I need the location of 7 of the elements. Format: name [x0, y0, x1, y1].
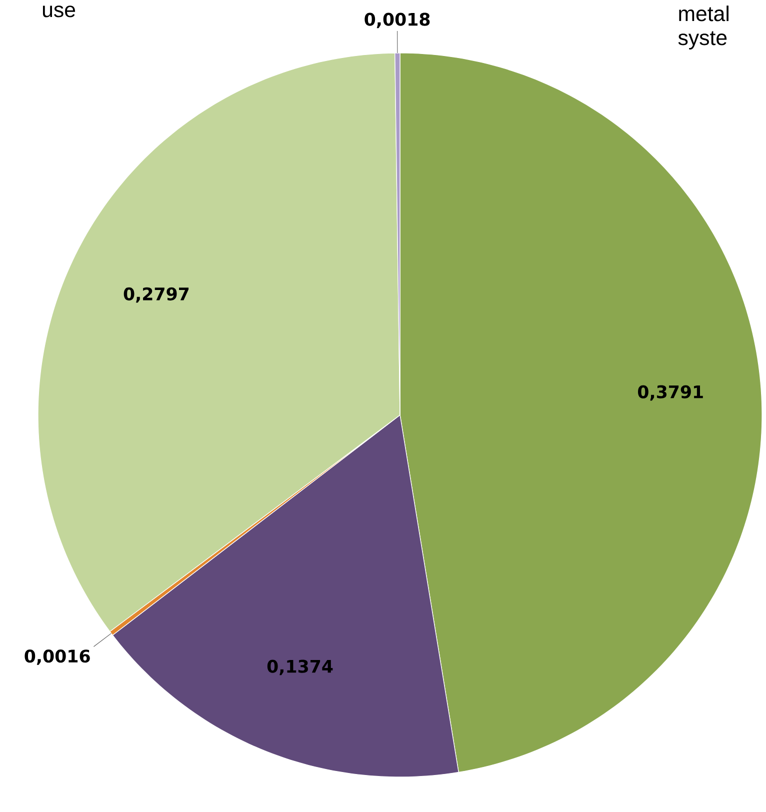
data-label: 0,1374: [267, 660, 333, 676]
data-label: 0,2797: [124, 287, 189, 303]
data-label: 0,3791: [638, 385, 703, 401]
text: metal syste: [678, 6, 728, 50]
data-label: 0,0016: [24, 650, 90, 665]
data-label: 0,0018: [364, 12, 430, 28]
text: use: [42, 6, 76, 18]
